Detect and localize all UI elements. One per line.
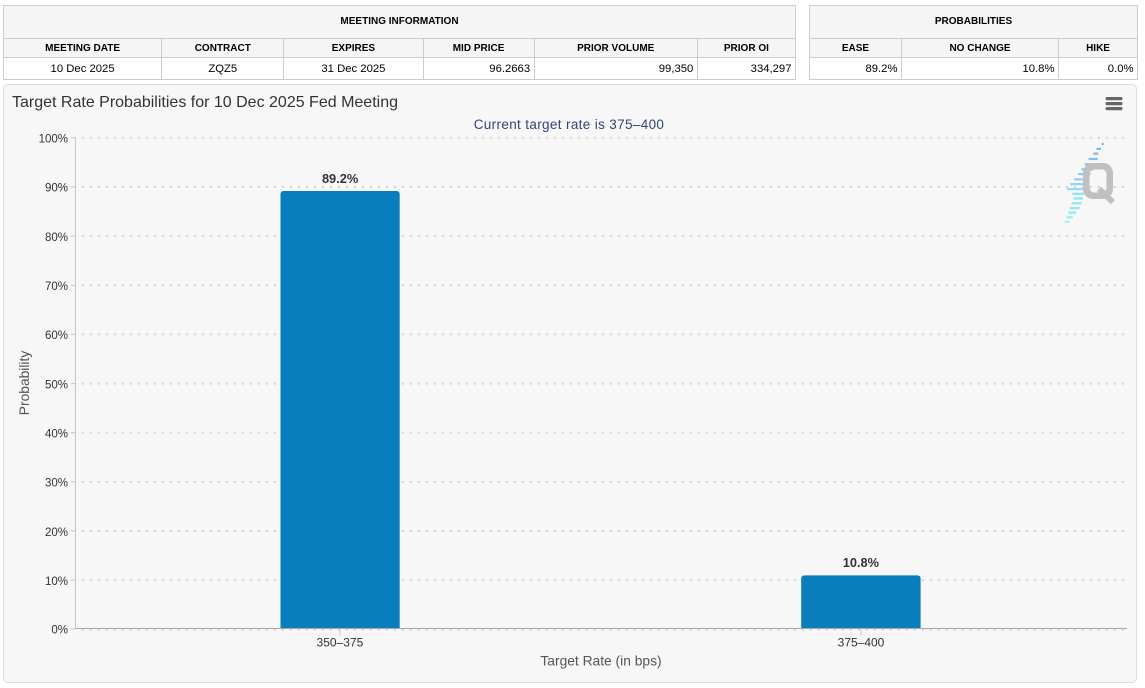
svg-text:20%: 20%: [45, 527, 68, 539]
svg-text:350–375: 350–375: [317, 636, 364, 650]
svg-text:Target Rate (in bps): Target Rate (in bps): [540, 654, 661, 669]
svg-text:100%: 100%: [39, 134, 68, 146]
svg-text:30%: 30%: [45, 478, 68, 490]
svg-text:Probability: Probability: [17, 351, 32, 416]
svg-text:50%: 50%: [45, 379, 68, 391]
svg-text:60%: 60%: [45, 330, 68, 342]
svg-text:10.8%: 10.8%: [843, 555, 880, 570]
svg-text:70%: 70%: [45, 281, 68, 293]
svg-text:10%: 10%: [45, 576, 68, 588]
svg-text:0%: 0%: [51, 625, 68, 637]
svg-text:80%: 80%: [45, 232, 68, 244]
svg-text:90%: 90%: [45, 183, 68, 195]
svg-text:375–400: 375–400: [838, 636, 885, 650]
svg-text:Current target rate is 375–400: Current target rate is 375–400: [474, 117, 665, 132]
svg-text:40%: 40%: [45, 429, 68, 441]
svg-text:Target Rate Probabilities for: Target Rate Probabilities for 10 Dec 202…: [12, 94, 398, 111]
svg-text:89.2%: 89.2%: [322, 171, 359, 186]
